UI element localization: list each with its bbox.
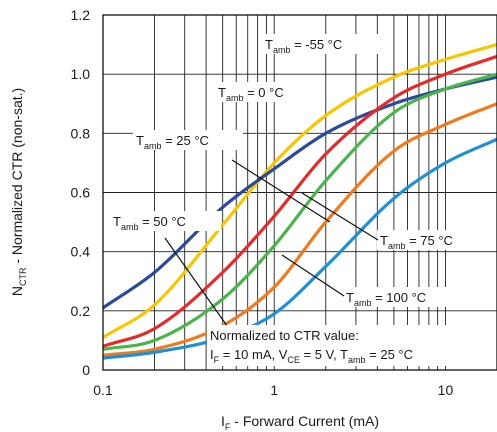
- note-line-2: IF = 10 mA, VCE = 5 V, Tamb = 25 °C: [210, 347, 413, 365]
- series-line-minus-55c: [102, 43, 497, 339]
- series-label-bg: [343, 287, 461, 307]
- series-line-100c: [102, 137, 497, 360]
- annotation-leaders: [164, 159, 379, 331]
- y-axis-title: NCTR - Normalized CTR (non-sat.): [9, 88, 28, 296]
- leader-line: [301, 192, 379, 241]
- series-label-bg: [110, 211, 221, 231]
- y-tick-label: 1.0: [71, 66, 91, 82]
- series-line-25c: [102, 54, 497, 348]
- y-tick-label: 0.6: [71, 185, 91, 201]
- series-line-50c: [102, 72, 497, 351]
- x-axis-title: IF - Forward Current (mA): [221, 413, 379, 432]
- series-lines: [102, 43, 497, 360]
- series-label-bg: [377, 230, 487, 250]
- note-bg: [207, 325, 495, 366]
- normalization-note: Normalized to CTR value: IF = 10 mA, VCE …: [207, 325, 495, 366]
- note-line-1: Normalized to CTR value:: [210, 328, 359, 343]
- series-labels: Tamb = -55 °C Tamb = 0 °C Tamb = 25 °C Tamb…: [113, 37, 453, 308]
- y-tick-label: 0.4: [71, 244, 91, 260]
- series-label-0c: Tamb = 0 °C: [218, 85, 284, 103]
- plot-border: [102, 14, 497, 371]
- series-label-25c: Tamb = 25 °C: [136, 133, 209, 151]
- tick-labels: 0.1 1 10 0 0.2 0.4 0.6 0.8 1.0 1.2: [71, 7, 454, 398]
- leader-line: [231, 159, 331, 223]
- grid: [103, 15, 497, 370]
- axis-titles: IF - Forward Current (mA) NCTR - Normaliz…: [9, 88, 379, 432]
- series-label-bg: [262, 34, 380, 54]
- x-tick-label: 1: [270, 382, 278, 398]
- leader-line: [281, 254, 345, 297]
- series-label-bg: [215, 82, 320, 102]
- series-label-minus-55c: Tamb = -55 °C: [265, 37, 342, 55]
- annotation-backgrounds: [110, 34, 487, 307]
- series-line-75c: [102, 102, 497, 357]
- leader-line: [164, 237, 231, 331]
- series-label-75c: Tamb = 75 °C: [380, 233, 453, 251]
- series-label-50c: Tamb = 50 °C: [113, 214, 186, 232]
- series-label-bg: [133, 130, 243, 150]
- y-tick-label: 0.2: [71, 303, 91, 319]
- x-tick-label: 10: [438, 382, 454, 398]
- series-label-100c: Tamb = 100 °C: [346, 290, 426, 308]
- y-tick-label: 1.2: [71, 7, 91, 23]
- y-tick-label: 0: [82, 362, 90, 378]
- y-tick-label: 0.8: [71, 125, 91, 141]
- plot-frame: [102, 14, 497, 371]
- x-tick-label: 0.1: [93, 382, 113, 398]
